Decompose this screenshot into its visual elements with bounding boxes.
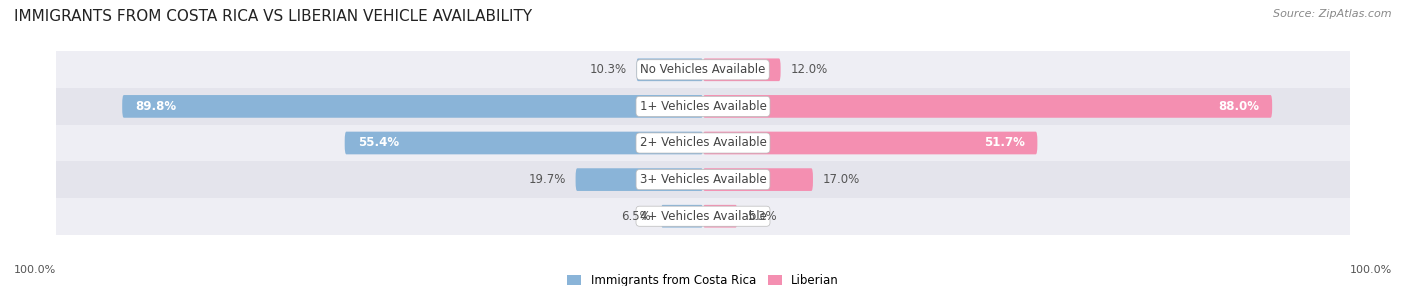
Text: 10.3%: 10.3% xyxy=(589,63,627,76)
Text: IMMIGRANTS FROM COSTA RICA VS LIBERIAN VEHICLE AVAILABILITY: IMMIGRANTS FROM COSTA RICA VS LIBERIAN V… xyxy=(14,9,533,23)
FancyBboxPatch shape xyxy=(703,205,737,228)
FancyBboxPatch shape xyxy=(637,58,703,81)
Text: 12.0%: 12.0% xyxy=(790,63,828,76)
Bar xyxy=(56,51,1350,88)
Text: 6.5%: 6.5% xyxy=(621,210,651,223)
Bar xyxy=(56,88,1350,125)
Text: No Vehicles Available: No Vehicles Available xyxy=(640,63,766,76)
Text: 100.0%: 100.0% xyxy=(14,265,56,275)
Text: 100.0%: 100.0% xyxy=(1350,265,1392,275)
Text: 89.8%: 89.8% xyxy=(135,100,176,113)
Text: 3+ Vehicles Available: 3+ Vehicles Available xyxy=(640,173,766,186)
Text: 88.0%: 88.0% xyxy=(1218,100,1260,113)
Text: 51.7%: 51.7% xyxy=(984,136,1025,150)
FancyBboxPatch shape xyxy=(661,205,703,228)
Text: 1+ Vehicles Available: 1+ Vehicles Available xyxy=(640,100,766,113)
Text: 19.7%: 19.7% xyxy=(529,173,565,186)
Text: Source: ZipAtlas.com: Source: ZipAtlas.com xyxy=(1274,9,1392,19)
FancyBboxPatch shape xyxy=(575,168,703,191)
Bar xyxy=(56,161,1350,198)
Bar xyxy=(56,125,1350,161)
Legend: Immigrants from Costa Rica, Liberian: Immigrants from Costa Rica, Liberian xyxy=(567,274,839,286)
FancyBboxPatch shape xyxy=(703,168,813,191)
Bar xyxy=(56,198,1350,235)
FancyBboxPatch shape xyxy=(344,132,703,154)
Text: 17.0%: 17.0% xyxy=(823,173,860,186)
FancyBboxPatch shape xyxy=(703,132,1038,154)
FancyBboxPatch shape xyxy=(703,58,780,81)
FancyBboxPatch shape xyxy=(122,95,703,118)
Text: 55.4%: 55.4% xyxy=(357,136,399,150)
Text: 5.3%: 5.3% xyxy=(747,210,776,223)
Text: 2+ Vehicles Available: 2+ Vehicles Available xyxy=(640,136,766,150)
Text: 4+ Vehicles Available: 4+ Vehicles Available xyxy=(640,210,766,223)
FancyBboxPatch shape xyxy=(703,95,1272,118)
